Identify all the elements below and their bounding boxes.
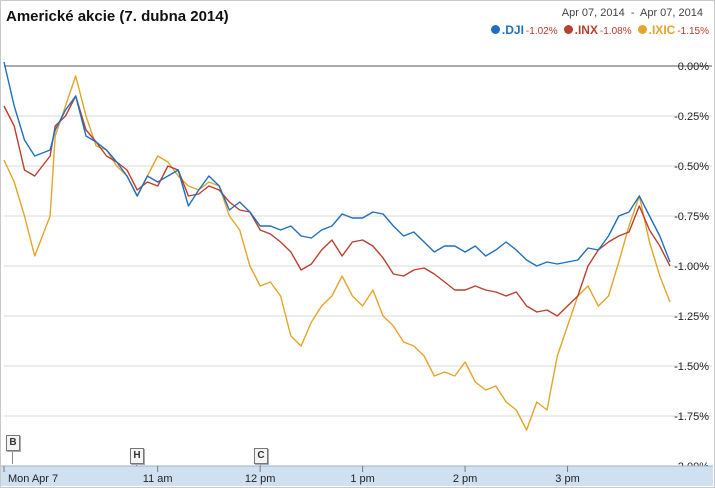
y-tick-label: -1.50%	[674, 361, 709, 373]
y-tick-label: -0.75%	[674, 211, 709, 223]
legend-dot-ixic	[637, 25, 647, 34]
x-tick-label: 11 am	[143, 473, 173, 485]
legend-change-inx: -1.08%	[599, 26, 632, 37]
legend-name-inx: .INX	[574, 23, 598, 37]
x-tick-label: 2 pm	[453, 473, 477, 485]
marker-line-h	[136, 462, 137, 466]
x-tick-label: 12 pm	[245, 473, 276, 485]
legend-item-ixic[interactable]: .IXIC -1.15%	[637, 23, 709, 37]
series-line-dji	[3, 61, 671, 267]
legend-item-dji[interactable]: .DJI -1.02%	[490, 23, 558, 37]
marker-line-b	[12, 450, 13, 464]
legend-dot-inx	[563, 25, 573, 34]
chart-title: Americké akcie (7. dubna 2014)	[6, 8, 229, 25]
marker-h[interactable]: H	[130, 448, 144, 464]
legend-item-inx[interactable]: .INX -1.08%	[563, 23, 632, 37]
y-tick-label: 0.00%	[678, 61, 709, 73]
legend-name-dji: .DJI	[501, 23, 524, 37]
marker-b[interactable]: B	[6, 435, 20, 451]
marker-line-c	[260, 462, 261, 466]
x-tick-label: Mon Apr 7	[8, 473, 58, 485]
y-tick-label: -1.00%	[674, 261, 709, 273]
legend-dot-dji	[490, 25, 500, 34]
x-axis-band	[1, 466, 713, 486]
legend-change-ixic: -1.15%	[677, 26, 709, 37]
y-tick-label: -1.25%	[674, 311, 709, 323]
series-line-ixic	[3, 75, 671, 431]
date-range: Apr 07, 2014 - Apr 07, 2014	[561, 7, 703, 19]
x-tick-label: 1 pm	[350, 473, 374, 485]
y-tick-label: -0.25%	[674, 111, 709, 123]
y-tick-label: -0.50%	[674, 161, 709, 173]
y-tick-label: -1.75%	[674, 411, 709, 423]
x-tick-label: 3 pm	[555, 473, 579, 485]
series-line-inx	[3, 95, 671, 317]
legend-change-dji: -1.02%	[525, 26, 558, 37]
marker-c[interactable]: C	[254, 448, 268, 464]
legend: .DJI -1.02% .INX -1.08% .IXIC -1.15%	[490, 23, 709, 37]
legend-name-ixic: .IXIC	[648, 23, 676, 37]
